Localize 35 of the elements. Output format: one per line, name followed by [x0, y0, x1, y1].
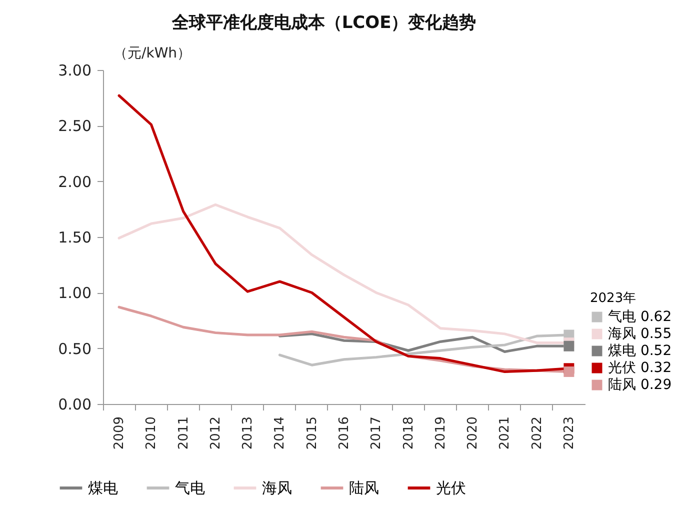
y-tick-label: 3.00: [58, 62, 92, 80]
annotation: 海风 0.55: [608, 326, 672, 342]
y-tick-label: 2.50: [58, 117, 92, 136]
x-tick-label: 2023: [562, 416, 577, 450]
legend-label: 光伏: [436, 479, 466, 497]
x-tick-label: 2022: [530, 416, 545, 450]
legend-label: 陆风: [349, 479, 379, 497]
x-tick-label: 2020: [466, 416, 481, 450]
annotation: 气电 0.62: [608, 309, 672, 325]
x-tick-label: 2014: [272, 416, 288, 450]
x-tick-label: 2021: [498, 416, 513, 450]
legend-label: 煤电: [88, 479, 118, 497]
x-tick-label: 2015: [304, 416, 320, 450]
annotation: 陆风 0.29: [608, 377, 672, 393]
x-tick-label: 2012: [208, 416, 224, 450]
annotation: 光伏 0.32: [608, 360, 672, 376]
x-tick-label: 2018: [401, 416, 416, 450]
x-tick-label: 2019: [433, 416, 448, 450]
y-tick-label: 0.00: [58, 396, 92, 414]
x-tick-label: 2010: [144, 416, 160, 450]
chart-title: 全球平准化度电成本（LCOE）变化趋势: [170, 13, 476, 33]
y-axis-title: （元/kWh）: [114, 46, 192, 62]
y-tick-label: 1.00: [58, 284, 92, 302]
legend-title: 2023年: [590, 291, 636, 306]
y-tick-label: 1.50: [58, 228, 92, 246]
legend-label: 海风: [262, 479, 292, 497]
x-tick-label: 2016: [337, 416, 352, 450]
x-tick-label: 2017: [369, 416, 384, 450]
x-tick-label: 2013: [240, 416, 256, 450]
y-tick-label: 2.00: [58, 172, 92, 191]
x-tick-label: 2011: [176, 416, 192, 450]
legend-label: 气电: [175, 479, 205, 497]
y-tick-label: 0.50: [58, 340, 92, 358]
annotation: 煤电 0.52: [608, 343, 672, 359]
x-tick-label: 2009: [112, 416, 128, 450]
